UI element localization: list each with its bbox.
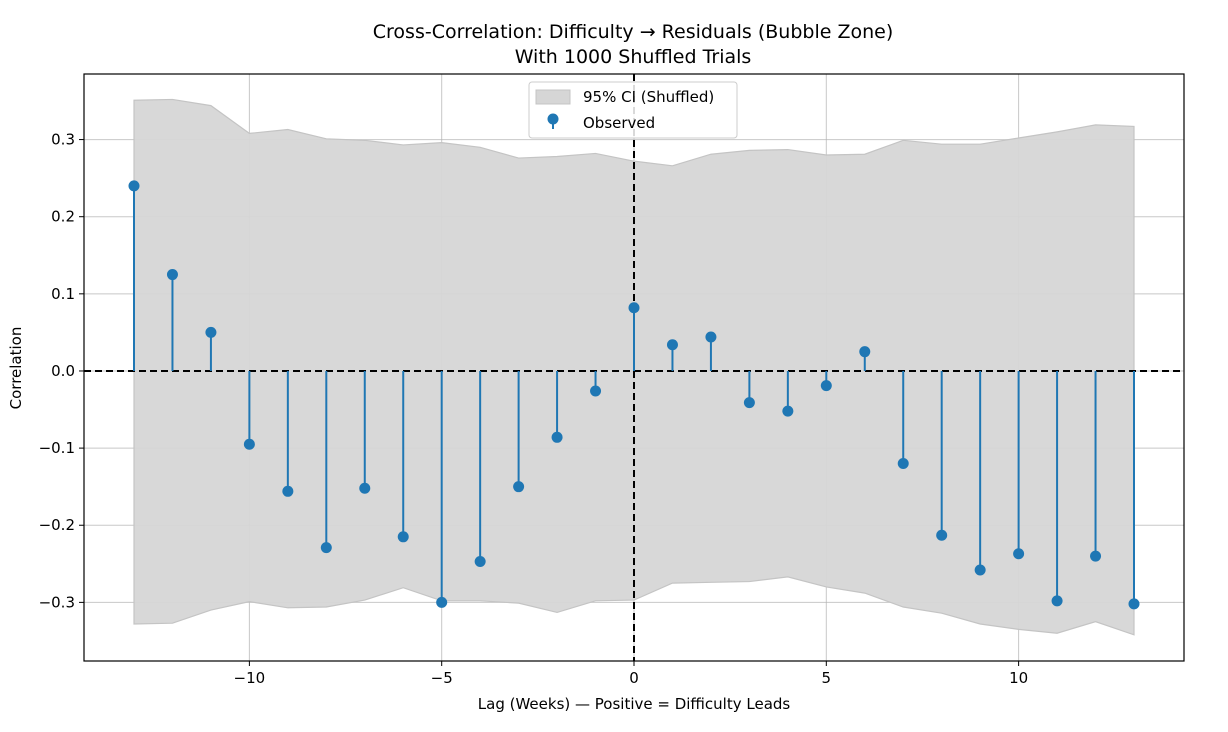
chart-title-line-1: Cross-Correlation: Difficulty → Residual… <box>373 21 893 43</box>
x-tick-label: 5 <box>822 669 832 687</box>
observed-point <box>1051 595 1063 607</box>
observed-point <box>743 397 755 409</box>
y-tick-label: −0.3 <box>39 593 75 611</box>
chart-title-line-2: With 1000 Shuffled Trials <box>515 46 752 68</box>
x-tick-label: 0 <box>629 669 639 687</box>
legend-ci-swatch <box>535 89 571 105</box>
observed-point <box>205 326 217 338</box>
observed-point <box>820 380 832 392</box>
observed-point <box>936 529 948 541</box>
observed-point <box>897 458 909 470</box>
legend-box <box>528 81 738 139</box>
legend-ci-label: 95% CI (Shuffled) <box>583 88 714 106</box>
observed-markers <box>128 180 1140 610</box>
x-tick-label: −5 <box>431 669 453 687</box>
observed-point <box>166 269 178 281</box>
observed-point <box>397 531 409 543</box>
observed-point <box>666 339 678 351</box>
observed-point <box>782 405 794 417</box>
y-axis-ticks: −0.3 −0.2 −0.1 0.0 0.1 0.2 0.3 <box>39 131 84 611</box>
observed-point <box>474 555 486 567</box>
observed-point <box>320 542 332 554</box>
y-tick-label: −0.2 <box>39 516 75 534</box>
y-tick-label: 0.2 <box>51 208 75 226</box>
observed-point <box>1090 550 1102 562</box>
y-tick-label: 0.0 <box>51 362 75 380</box>
x-tick-label: 10 <box>1009 669 1028 687</box>
observed-stems <box>133 185 1135 604</box>
legend-observed-marker <box>547 113 559 125</box>
observed-point <box>628 302 640 314</box>
legend: 95% CI (Shuffled) Observed <box>528 81 738 139</box>
observed-point <box>590 385 602 397</box>
y-tick-label: 0.1 <box>51 285 75 303</box>
x-tick-label: −10 <box>234 669 266 687</box>
y-axis-label: Correlation <box>7 327 25 410</box>
observed-point <box>859 346 871 358</box>
observed-point <box>1013 548 1025 560</box>
observed-point <box>1128 598 1140 610</box>
observed-point <box>282 485 294 497</box>
observed-point <box>705 331 717 343</box>
observed-point <box>128 180 140 192</box>
x-axis-label: Lag (Weeks) — Positive = Difficulty Lead… <box>478 695 791 713</box>
observed-point <box>513 481 525 493</box>
observed-point <box>974 564 986 576</box>
y-tick-label: 0.3 <box>51 131 75 149</box>
x-axis-ticks: −10 −5 0 5 10 <box>234 661 1028 687</box>
observed-point <box>436 596 448 608</box>
y-tick-label: −0.1 <box>39 439 75 457</box>
observed-point <box>359 482 371 494</box>
legend-observed-label: Observed <box>583 114 655 132</box>
observed-point <box>243 438 255 450</box>
observed-point <box>551 431 563 443</box>
